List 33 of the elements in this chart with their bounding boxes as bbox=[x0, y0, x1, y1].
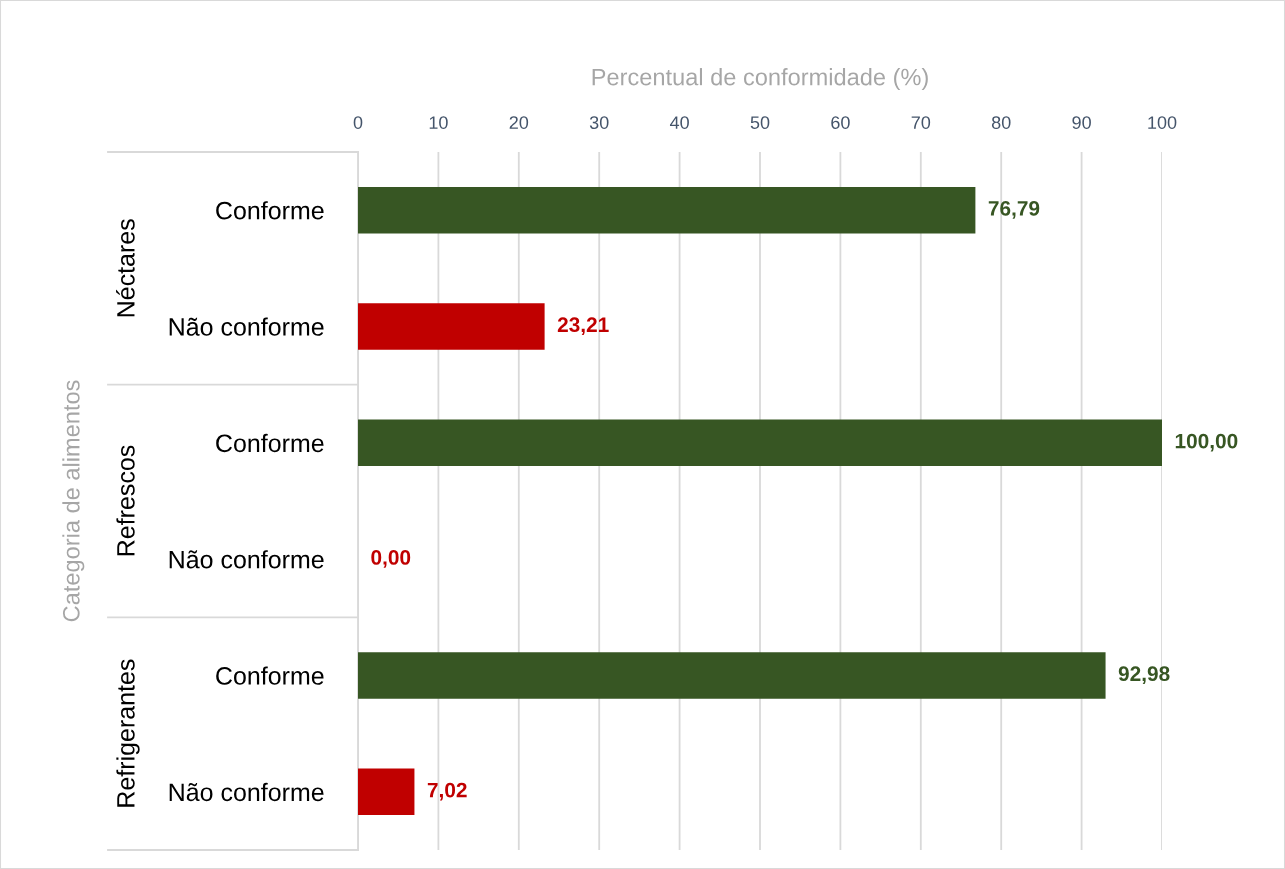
data-label: 100,00 bbox=[1175, 433, 1238, 452]
bar bbox=[358, 768, 415, 816]
y-axis-title: Categoria de alimentos bbox=[62, 380, 85, 622]
x-axis-title: Percentual de conformidade (%) bbox=[592, 68, 928, 91]
data-label: 92,98 bbox=[1118, 666, 1170, 685]
text: Refrigerantes bbox=[116, 659, 140, 807]
bar bbox=[358, 303, 545, 350]
x-tick-label: 30 bbox=[589, 116, 609, 129]
x-tick-label: 40 bbox=[669, 116, 689, 129]
x-tick-label: 50 bbox=[750, 116, 770, 129]
y-tick-label: Não conforme bbox=[169, 317, 324, 336]
x-tick-label: 20 bbox=[509, 116, 529, 129]
data-label: 0,00 bbox=[371, 550, 411, 568]
bar bbox=[358, 186, 976, 234]
y-tick-label: Conforme bbox=[216, 433, 324, 453]
x-tick-label: 10 bbox=[429, 116, 448, 129]
bar bbox=[358, 419, 1162, 467]
x-tick-label: 70 bbox=[911, 116, 931, 129]
data-label: 76,79 bbox=[988, 201, 1040, 219]
y-tick-label: Conforme bbox=[216, 666, 324, 685]
x-tick-label: 0 bbox=[353, 116, 363, 129]
x-tick-label: 80 bbox=[991, 116, 1011, 129]
data-label: 23,21 bbox=[557, 317, 609, 336]
y-tick-label: Não conforme bbox=[169, 550, 324, 569]
y-tick-label: Não conforme bbox=[169, 782, 324, 802]
text: Refrescos bbox=[116, 445, 135, 556]
data-label: 7,02 bbox=[427, 782, 467, 801]
x-tick-label: 60 bbox=[831, 116, 850, 129]
x-tick-label: 90 bbox=[1072, 116, 1091, 129]
bar bbox=[358, 652, 1106, 699]
y-tick-label: Conforme bbox=[216, 201, 324, 220]
text: Néctares bbox=[116, 219, 135, 317]
x-tick-label: 100 bbox=[1148, 116, 1177, 129]
